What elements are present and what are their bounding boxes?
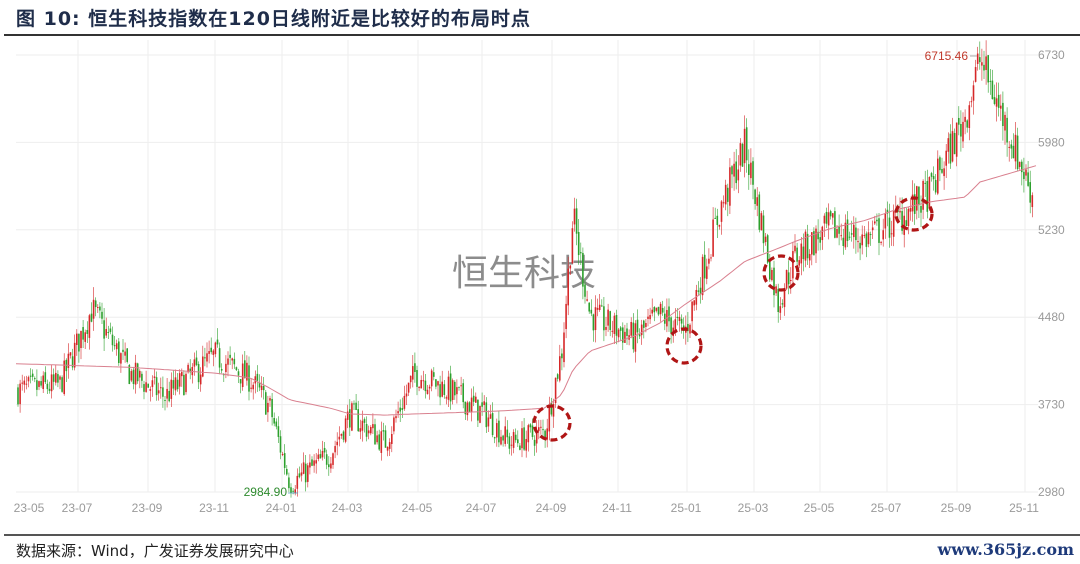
x-tick-label: 23-05 (14, 501, 45, 515)
x-tick-label: 25-09 (941, 501, 972, 515)
y-axis: 6730 5980 5230 4480 3730 2980 (1038, 48, 1065, 499)
highlight-circles (532, 196, 934, 442)
y-tick-label: 3730 (1038, 398, 1065, 412)
ma120-line (15, 165, 1037, 416)
high-annotation: 6715.46 (925, 49, 969, 63)
x-tick-label: 25-11 (1009, 501, 1039, 515)
x-tick-label: 23-07 (62, 501, 93, 515)
source-divider (4, 534, 1080, 536)
x-tick-label: 23-11 (199, 501, 229, 515)
data-source: 数据来源：Wind，广发证券发展研究中心 (16, 542, 294, 560)
x-axis: 23-05 23-07 23-09 23-11 24-01 24-03 24-05 24-07… (14, 501, 1040, 515)
chart-title: 图 10: 恒生科技指数在120日线附近是比较好的布局时点 (16, 8, 531, 30)
x-tick-label: 24-11 (602, 501, 632, 515)
x-tick-label: 23-09 (132, 501, 163, 515)
x-tick-label: 25-05 (804, 501, 835, 515)
highlight-circle (532, 404, 572, 442)
highlight-circle (894, 196, 934, 232)
annotations: 6715.46 2984.90 (244, 49, 977, 499)
x-tick-label: 24-03 (332, 501, 363, 515)
y-tick-label: 6730 (1038, 48, 1065, 62)
x-tick-label: 25-03 (738, 501, 769, 515)
x-tick-label: 25-01 (671, 501, 702, 515)
y-tick-label: 2980 (1038, 485, 1065, 499)
y-tick-label: 5980 (1038, 135, 1065, 149)
site-watermark: www.365jz.com (937, 540, 1074, 559)
y-tick-label: 4480 (1038, 310, 1065, 324)
x-tick-label: 24-07 (466, 501, 497, 515)
x-tick-label: 24-01 (266, 501, 297, 515)
chart-watermark: 恒生科技 (452, 253, 596, 294)
highlight-circle (762, 254, 800, 292)
highlight-circle (665, 327, 703, 365)
x-tick-label: 25-07 (871, 501, 902, 515)
title-divider (4, 34, 1080, 36)
x-tick-label: 24-09 (536, 501, 567, 515)
low-annotation: 2984.90 (244, 485, 288, 499)
y-tick-label: 5230 (1038, 223, 1065, 237)
x-tick-label: 24-05 (402, 501, 433, 515)
candlestick-chart: 恒生科技 6730 5980 5230 4480 3730 2980 23-05 23-07… (14, 40, 1065, 515)
